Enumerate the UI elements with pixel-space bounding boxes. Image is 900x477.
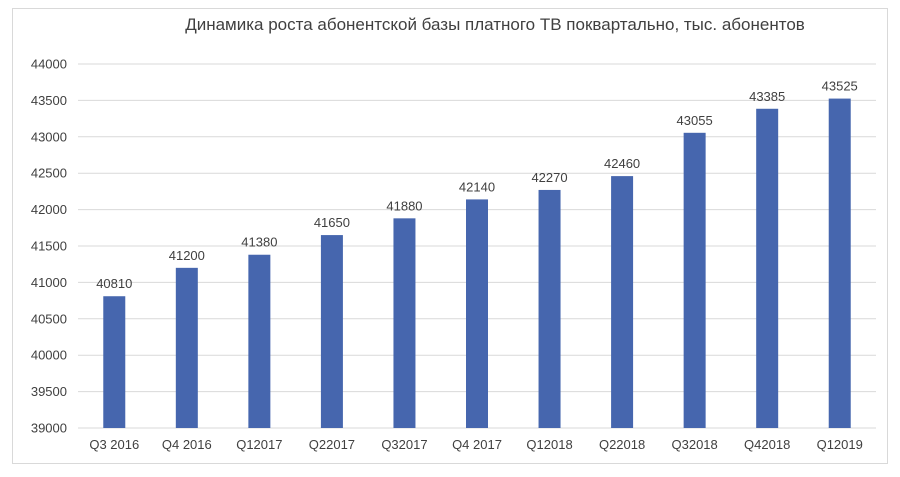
y-tick-label: 41000 [31,275,67,290]
y-tick-label: 44000 [31,57,67,72]
y-tick-label: 43500 [31,93,67,108]
chart-title: Динамика роста абонентской базы платного… [185,15,805,34]
y-tick-label: 40000 [31,348,67,363]
x-tick-label: Q12017 [236,437,282,452]
x-tick-label: Q32017 [381,437,427,452]
data-labels: 40810 41200 41380 41650 41880 42140 42270 42460… [96,79,858,292]
data-label: 41650 [314,215,350,230]
y-tick-label: 42000 [31,202,67,217]
x-axis-ticks: Q3 2016 Q4 2016 Q12017 Q22017 Q32017 Q4 2017 Q… [89,437,863,452]
y-axis-ticks: 39000 39500 40000 40500 41000 41500 42000 42500… [31,57,67,436]
x-tick-label: Q12019 [817,437,863,452]
x-tick-label: Q3 2016 [89,437,139,452]
x-tick-label: Q4 2017 [452,437,502,452]
bar [175,267,198,428]
x-tick-label: Q22018 [599,437,645,452]
data-label: 43055 [677,113,713,128]
y-tick-label: 39500 [31,384,67,399]
bar [538,189,561,428]
data-label: 42270 [531,170,567,185]
bar [828,98,851,428]
y-tick-label: 39000 [31,421,67,436]
x-tick-label: Q4 2016 [162,437,212,452]
bar [103,296,126,428]
data-label: 40810 [96,276,132,291]
bar [611,176,634,428]
data-label: 43525 [822,79,858,94]
data-label: 42460 [604,156,640,171]
grid-lines [78,63,876,429]
data-label: 42140 [459,179,495,194]
bars [103,98,851,428]
bar [320,235,343,428]
y-tick-label: 42500 [31,166,67,181]
x-tick-label: Q22017 [309,437,355,452]
bar [393,218,416,428]
data-label: 41200 [169,248,205,263]
data-label: 41880 [386,198,422,213]
x-tick-label: Q42018 [744,437,790,452]
x-tick-label: Q32018 [672,437,718,452]
bar [756,108,779,428]
bar [683,132,706,428]
chart-frame [12,8,888,464]
bar [248,254,271,428]
y-tick-label: 43000 [31,129,67,144]
data-label: 43385 [749,89,785,104]
data-label: 41380 [241,235,277,250]
bar [466,199,488,428]
y-tick-label: 41500 [31,239,67,254]
x-tick-label: Q12018 [526,437,572,452]
y-tick-label: 40500 [31,311,67,326]
